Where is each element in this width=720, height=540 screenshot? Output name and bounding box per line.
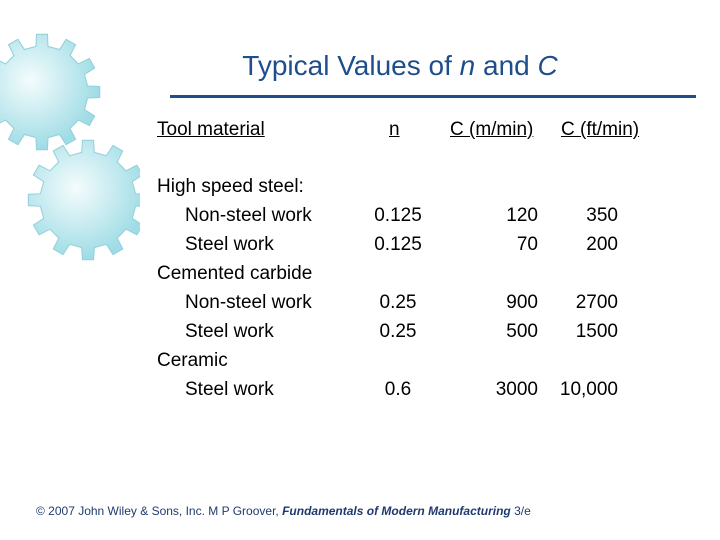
gear-top-icon [0,33,101,151]
table-row-material: Steel work [185,234,274,255]
header-c-ft-min: C (ft/min) [561,119,640,140]
slide-title: Typical Values of n and C [150,50,650,82]
header-n: n [389,119,400,140]
title-mid: and [475,50,538,81]
table-cell-n: 0.25 [379,321,417,342]
title-underline [170,95,696,98]
table-cell-c-ft: 1500 [575,321,618,342]
table-cell-n: 0.125 [374,234,422,255]
footer-pre: © 2007 John Wiley & Sons, Inc. M P Groov… [36,504,283,518]
table-cell-c-m: 120 [506,205,538,226]
table-row-material: Ceramic [157,350,228,371]
footer-book-title: Fundamentals of Modern Manufacturing [282,504,511,518]
table-cell-c-ft: 350 [586,205,618,226]
gears-decoration-icon [0,33,140,261]
header-tool-material: Tool material [157,119,265,140]
table-cell-n: 0.125 [374,205,422,226]
footer-post: 3/e [510,504,531,518]
table-cell-n: 0.25 [379,292,417,313]
table-row-material: Steel work [185,379,274,400]
table-row-material: Non-steel work [185,205,312,226]
table-row-material: High speed steel: [157,176,304,197]
header-c-m-min: C (m/min) [450,119,534,140]
table-cell-c-m: 3000 [495,379,538,400]
table-row-material: Steel work [185,321,274,342]
table-cell-n: 0.6 [384,379,412,400]
gear-bottom-icon [27,139,140,261]
title-n: n [459,50,476,81]
table-cell-c-ft: 200 [586,234,618,255]
copyright-footer: © 2007 John Wiley & Sons, Inc. M P Groov… [36,504,531,518]
table-cell-c-m: 70 [516,234,538,255]
table-cell-c-m: 500 [506,321,538,342]
title-prefix: Typical Values of [242,50,460,81]
table-cell-c-ft: 2700 [575,292,618,313]
table-cell-c-m: 900 [506,292,538,313]
title-c: C [537,50,558,81]
table-row-material: Non-steel work [185,292,312,313]
table-cell-c-ft: 10,000 [559,379,618,400]
table-row-material: Cemented carbide [157,263,313,284]
